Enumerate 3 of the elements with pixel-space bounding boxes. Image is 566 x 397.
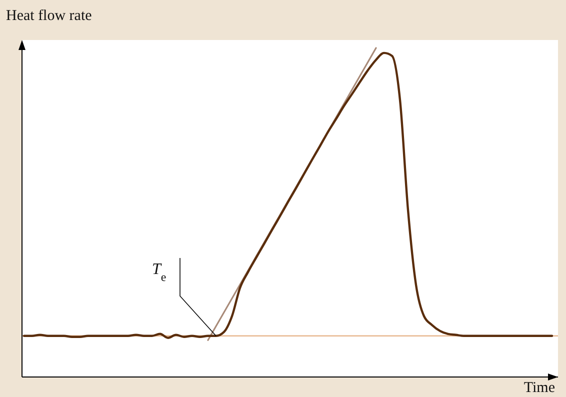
y-axis-title: Heat flow rate	[6, 8, 92, 24]
x-axis-title: Time	[524, 380, 556, 396]
annotation: T$_{e}$	[152, 261, 166, 284]
